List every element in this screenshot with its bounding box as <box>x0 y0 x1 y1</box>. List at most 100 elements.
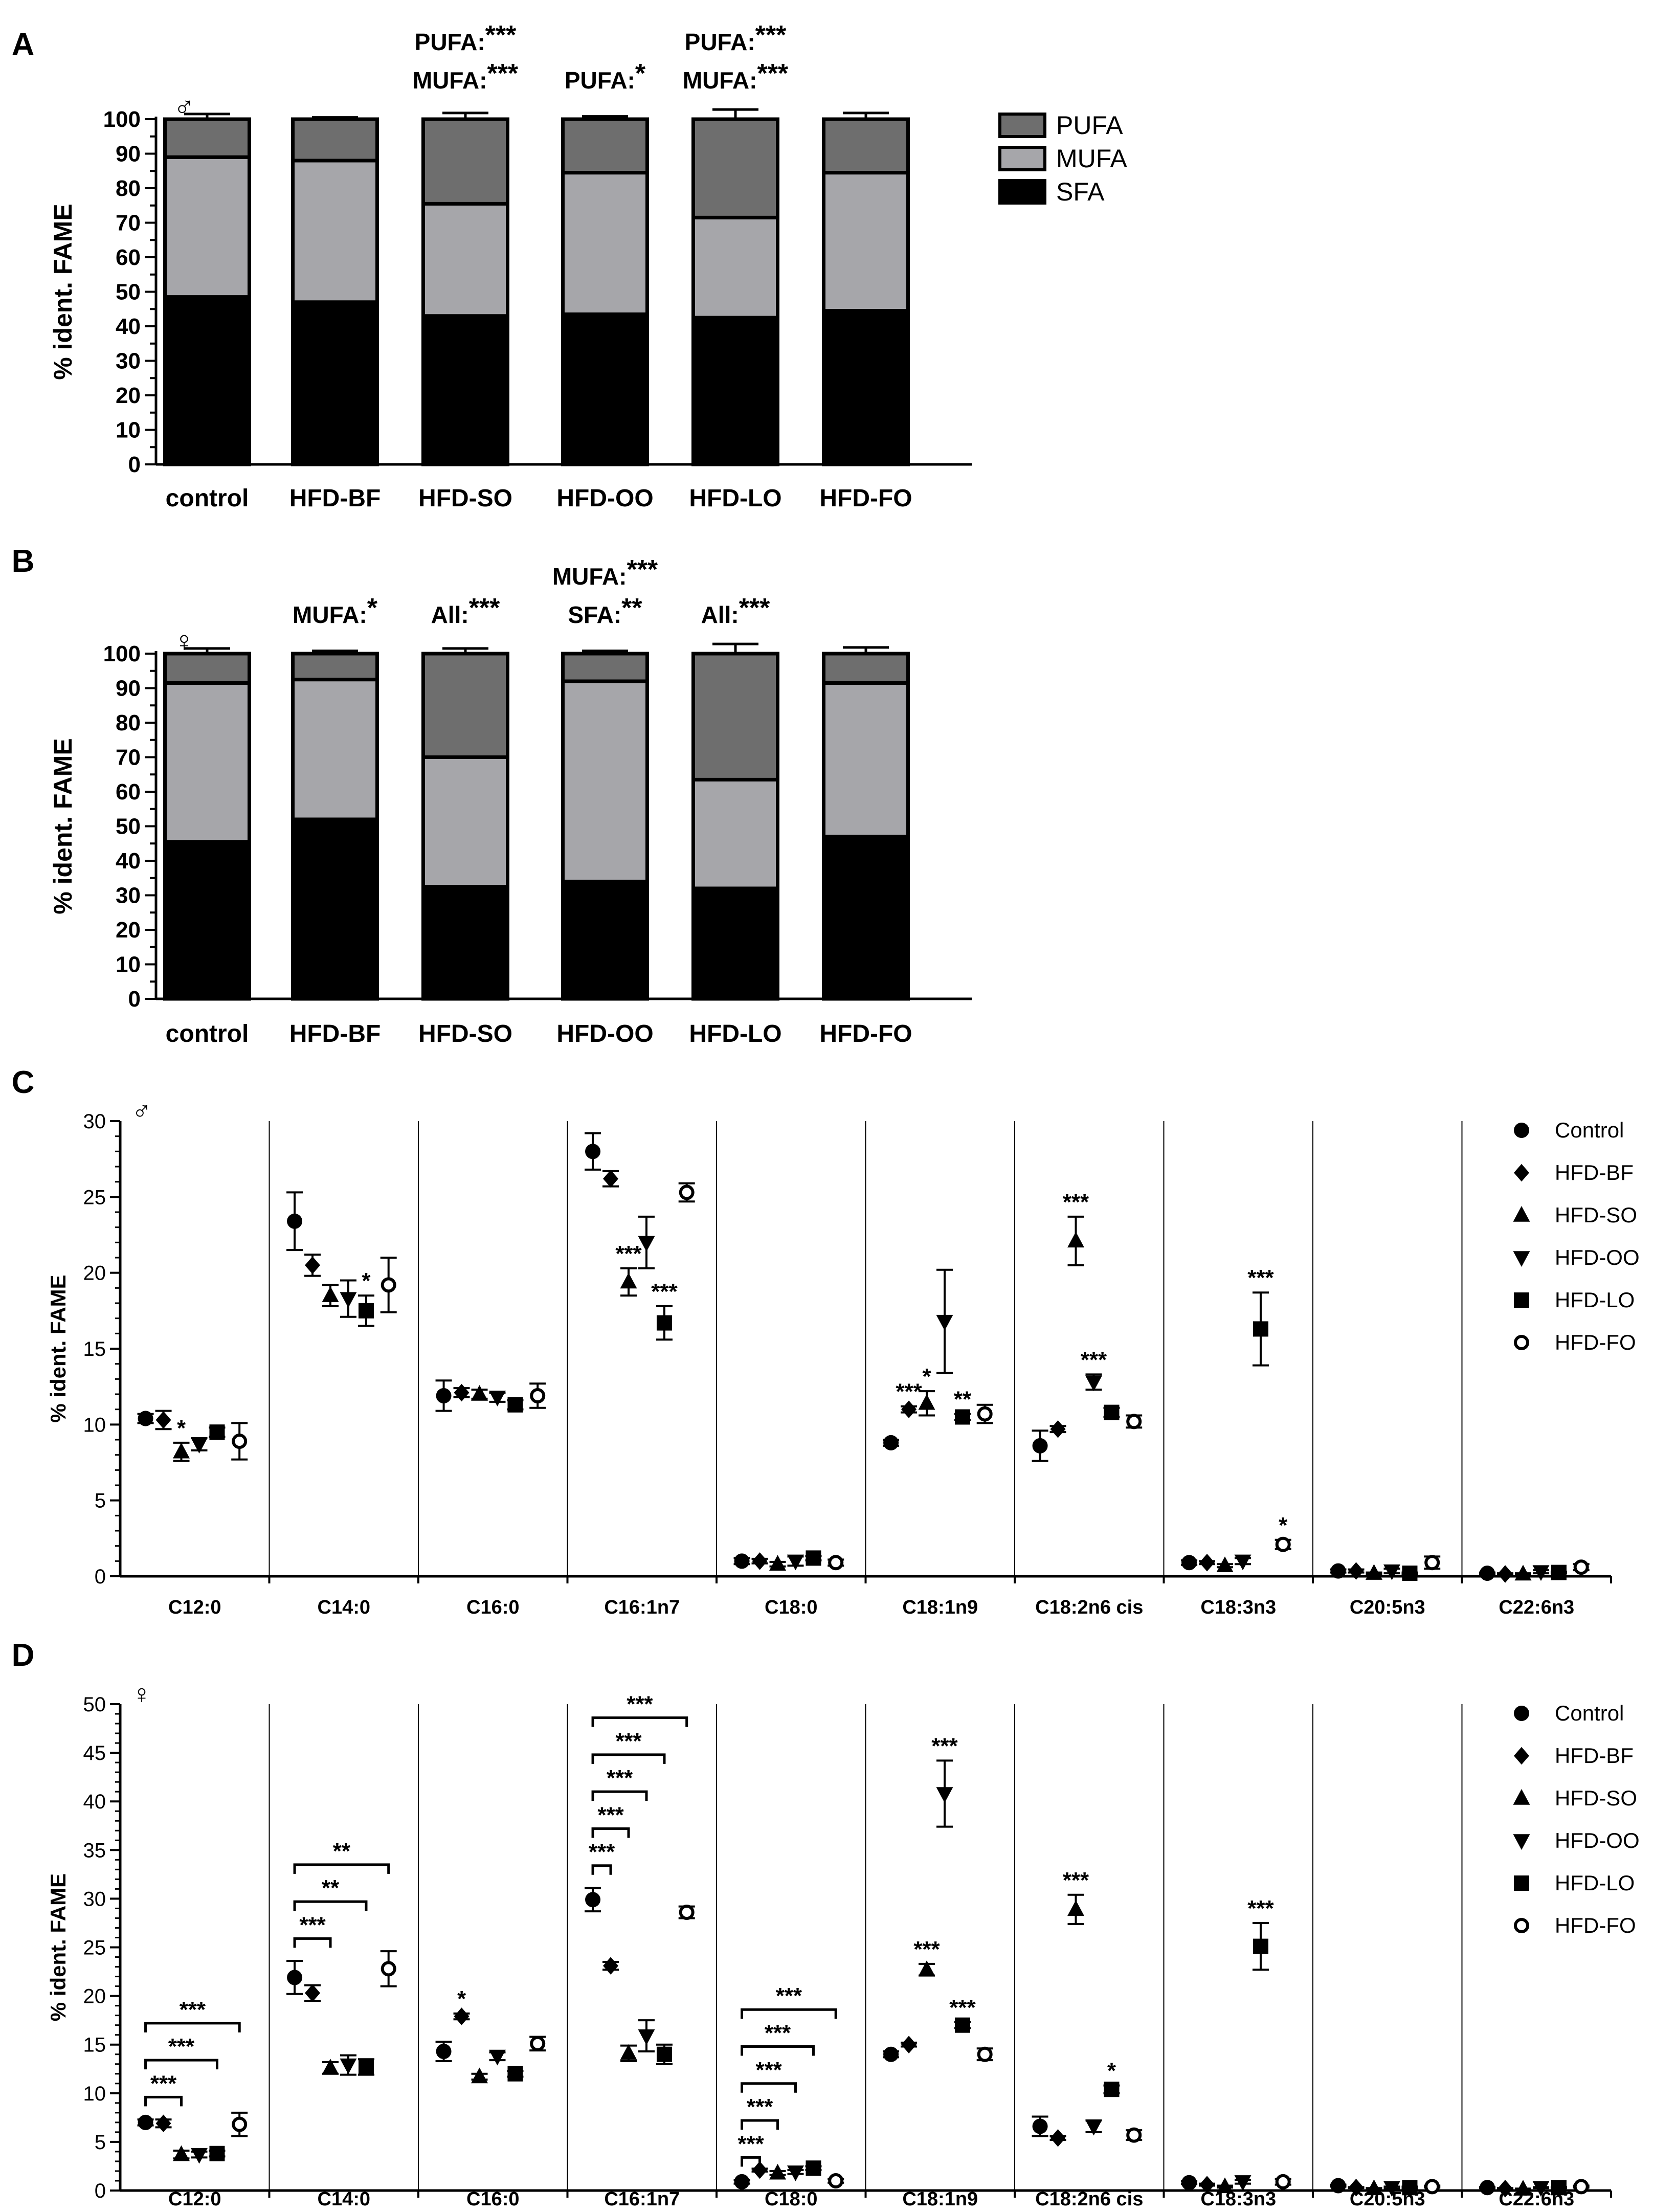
x-tick-label: C14:0 <box>318 1597 371 1618</box>
significance-stars: * <box>1107 2059 1116 2084</box>
point-control <box>138 1411 153 1426</box>
point-hfd-so <box>918 1394 935 1410</box>
y-tick-label: 25 <box>83 1186 106 1209</box>
y-tick-label: 60 <box>116 245 141 270</box>
point-hfd-lo <box>806 2160 821 2176</box>
y-tick-label: 50 <box>116 280 141 305</box>
point-hfd-oo <box>1234 2175 1251 2191</box>
significance-stars: *** <box>1247 1896 1274 1921</box>
point-hfd-bf <box>454 2007 470 2025</box>
sex-symbol: ♂ <box>132 1097 152 1126</box>
point-control <box>1330 1563 1346 1579</box>
point-control <box>883 2046 899 2062</box>
significance-stars: * <box>922 1364 931 1389</box>
point-hfd-fo <box>679 1185 695 1200</box>
significance-annotation: PUFA:*** <box>685 20 787 55</box>
x-tick-label: HFD-SO <box>418 1020 512 1047</box>
point-hfd-bf <box>1348 1562 1364 1580</box>
bracket-stars: *** <box>755 2058 782 2083</box>
y-tick-label: 30 <box>116 349 141 374</box>
point-hfd-oo <box>936 1314 953 1331</box>
point-control <box>1032 1438 1048 1454</box>
point-hfd-so <box>1067 1232 1085 1248</box>
bracket-stars: *** <box>597 1802 624 1827</box>
point-hfd-oo <box>340 1292 357 1308</box>
legend-label: HFD-BF <box>1555 1160 1634 1185</box>
y-tick-label: 100 <box>103 107 141 132</box>
y-tick-label: 15 <box>83 2034 106 2057</box>
legend-label: HFD-SO <box>1555 1203 1637 1227</box>
significance-stars: ** <box>954 1387 972 1412</box>
bar-pufa-hfd-bf <box>291 117 379 163</box>
point-hfd-bf <box>1199 1554 1215 1572</box>
point-hfd-so <box>173 2145 190 2161</box>
panel-a: A♂% ident. FAME0102030405060708090100con… <box>12 20 1128 512</box>
panel-label: A <box>12 27 35 62</box>
point-hfd-bf <box>1348 2179 1364 2197</box>
point-hfd-lo <box>507 1397 523 1413</box>
y-tick-label: 25 <box>83 1937 106 1959</box>
bar-pufa-hfd-lo <box>691 117 779 219</box>
significance-bracket <box>741 2008 837 2019</box>
point-control <box>1330 2178 1346 2194</box>
x-tick-label: C18:1n9 <box>902 2188 978 2210</box>
point-hfd-oo <box>1383 2181 1400 2197</box>
point-control <box>1480 1566 1495 1581</box>
point-hfd-fo <box>232 2116 248 2132</box>
legend-marker <box>1514 1335 1529 1350</box>
significance-bracket <box>591 1827 630 1838</box>
bracket-stars: *** <box>615 1729 642 1754</box>
point-hfd-bf <box>1497 1565 1513 1583</box>
point-hfd-fo <box>530 1388 546 1403</box>
point-hfd-fo <box>232 1433 248 1449</box>
legend-swatch <box>998 179 1046 205</box>
legend-label: Control <box>1555 1118 1624 1142</box>
legend-label: HFD-LO <box>1555 1288 1635 1312</box>
legend-marker <box>1514 1123 1529 1138</box>
x-tick-label: HFD-OO <box>556 485 653 512</box>
y-tick-label: 30 <box>83 1888 106 1910</box>
bar-mufa-hfd-bf <box>291 159 379 304</box>
bar-sfa-control <box>163 840 251 1001</box>
x-tick-label: C22:6n3 <box>1499 1597 1574 1618</box>
point-hfd-so <box>1514 1565 1532 1581</box>
x-tick-label: C16:0 <box>466 1597 520 1618</box>
significance-annotation: MUFA:* <box>293 593 378 628</box>
y-axis-label: % ident. FAME <box>46 1275 70 1422</box>
significance-bracket <box>591 1716 688 1727</box>
bracket-stars: *** <box>299 1912 326 1937</box>
significance-bracket <box>741 2156 762 2167</box>
x-tick-label: C18:2n6 cis <box>1035 1597 1143 1618</box>
bar-pufa-hfd-so <box>421 117 509 206</box>
significance-bracket <box>144 2095 183 2107</box>
y-tick-label: 20 <box>83 1262 106 1285</box>
point-control <box>138 2114 153 2130</box>
significance-stars: * <box>362 1268 371 1293</box>
bar-pufa-hfd-fo <box>822 652 910 685</box>
significance-annotation: MUFA:*** <box>683 59 789 94</box>
bar-mufa-hfd-lo <box>691 777 779 890</box>
point-hfd-so <box>1366 1564 1383 1580</box>
bar-mufa-control <box>163 155 251 299</box>
point-hfd-so <box>173 1442 190 1459</box>
point-hfd-fo <box>977 2046 993 2062</box>
point-control <box>436 1388 452 1403</box>
bar-pufa-hfd-oo <box>561 117 649 175</box>
point-control <box>734 1553 750 1569</box>
point-hfd-oo <box>1234 1554 1251 1571</box>
point-hfd-oo <box>1532 1565 1550 1581</box>
point-hfd-oo <box>340 2058 357 2074</box>
point-hfd-oo <box>1085 1375 1102 1392</box>
bar-sfa-hfd-oo <box>561 880 649 1001</box>
y-tick-label: 70 <box>116 211 141 236</box>
point-control <box>287 1970 303 1985</box>
y-tick-label: 5 <box>95 1490 106 1512</box>
point-control <box>585 1892 601 1908</box>
bar-sfa-hfd-lo <box>691 886 779 1001</box>
y-tick-label: 10 <box>116 418 141 443</box>
y-tick-label: 40 <box>116 314 141 339</box>
point-hfd-lo <box>1551 2180 1567 2196</box>
significance-bracket <box>591 1753 666 1764</box>
significance-bracket <box>293 1937 332 1948</box>
bracket-stars: ** <box>333 1839 351 1864</box>
